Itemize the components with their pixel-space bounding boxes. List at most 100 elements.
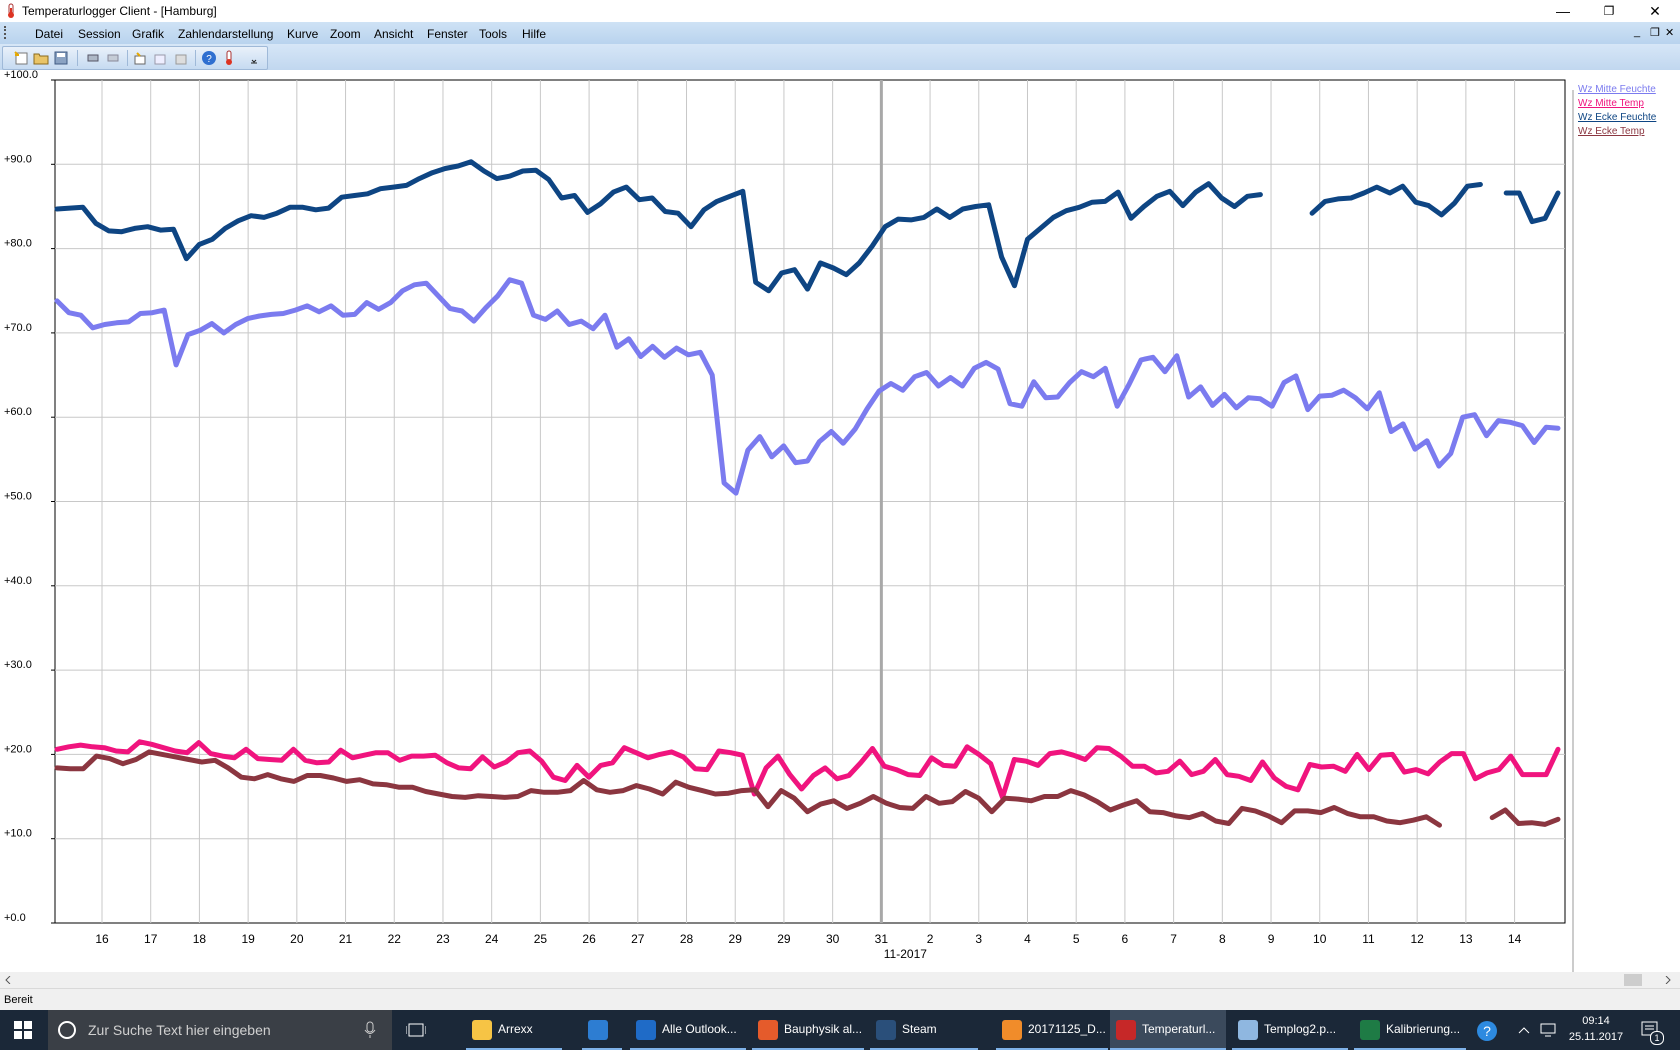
task-view-icon[interactable] <box>406 1022 426 1038</box>
close-button[interactable]: ✕ <box>1649 3 1661 19</box>
network-icon[interactable] <box>1540 1022 1556 1038</box>
y-tick-label: +40.0 <box>4 575 32 587</box>
toolbar-separator <box>195 50 196 66</box>
menu-grafik[interactable]: Grafik <box>132 27 165 41</box>
scrollbar-thumb[interactable] <box>1624 974 1642 986</box>
y-tick-label: +30.0 <box>4 659 32 671</box>
y-tick-label: +100.0 <box>4 70 38 81</box>
x-tick-label: 29 <box>729 932 743 946</box>
legend-entry: Wz Ecke Feuchte <box>1578 112 1657 123</box>
taskbar-app-indicator <box>630 1048 746 1050</box>
y-tick-label: +0.0 <box>4 912 26 924</box>
menu-fenster[interactable]: Fenster <box>427 27 468 41</box>
taskbar-app[interactable]: Kalibrierung... <box>1354 1010 1466 1050</box>
x-tick-label: 5 <box>1073 932 1080 946</box>
series-line <box>1309 182 1483 218</box>
status-bar: Bereit <box>0 988 1680 1011</box>
x-tick-label: 18 <box>193 932 207 946</box>
open-icon[interactable] <box>33 50 49 66</box>
menu-session[interactable]: Session <box>78 27 121 41</box>
windows-start-icon[interactable] <box>14 1021 32 1039</box>
toolbar: ? <box>0 44 1680 70</box>
taskbar-app[interactable]: Temperaturl... <box>1110 1010 1226 1050</box>
taskbar-app[interactable]: Templog2.p... <box>1232 1010 1348 1050</box>
x-tick-label: 10 <box>1313 932 1327 946</box>
restore-button[interactable]: ❐ <box>1603 4 1615 18</box>
taskbar-search[interactable]: Zur Suche Text hier eingeben <box>48 1010 392 1050</box>
add-curve-icon[interactable] <box>133 50 149 66</box>
x-axis-label: 11-2017 <box>884 947 927 961</box>
menu-kurve[interactable]: Kurve <box>287 27 319 41</box>
taskbar-app-indicator <box>1354 1048 1466 1050</box>
taskbar-app[interactable] <box>582 1010 622 1050</box>
toolbar-overflow-icon[interactable] <box>249 50 259 66</box>
save-icon[interactable] <box>53 50 69 66</box>
taskbar-app[interactable]: Alle Outlook... <box>630 1010 746 1050</box>
print-preview-icon[interactable] <box>105 50 121 66</box>
taskbar-app-label: 20171125_D... <box>1028 1022 1106 1036</box>
notification-center-icon[interactable]: 1 <box>1640 1019 1664 1045</box>
menu-tools[interactable]: Tools <box>479 27 508 41</box>
series-line <box>1503 190 1561 225</box>
taskbar-app[interactable]: Arrexx <box>466 1010 562 1050</box>
legend-entry: Wz Ecke Temp <box>1578 126 1645 137</box>
x-tick-label: 30 <box>826 932 840 946</box>
tray-chevron-up-icon[interactable] <box>1518 1026 1530 1034</box>
x-tick-label: 20 <box>290 932 304 946</box>
taskbar-app-label: Kalibrierung... <box>1386 1022 1461 1036</box>
taskbar-app[interactable]: 20171125_D... <box>996 1010 1108 1050</box>
menu-zoom[interactable]: Zoom <box>330 27 361 41</box>
search-placeholder: Zur Suche Text hier eingeben <box>88 1022 271 1038</box>
menu-hilfe[interactable]: Hilfe <box>522 27 547 41</box>
taskbar-app[interactable]: Steam <box>870 1010 978 1050</box>
cortana-icon <box>58 1021 76 1039</box>
menu-ansicht[interactable]: Ansicht <box>374 27 414 41</box>
x-tick-label: 26 <box>582 932 596 946</box>
series-line <box>1489 807 1561 827</box>
x-tick-label: 13 <box>1459 932 1473 946</box>
delete-curve-icon[interactable] <box>173 50 189 66</box>
horizontal-scrollbar[interactable] <box>0 972 1680 988</box>
print-icon[interactable] <box>85 50 101 66</box>
mdi-close-button[interactable]: ✕ <box>1665 27 1675 39</box>
minimize-button[interactable]: — <box>1556 3 1570 19</box>
microphone-icon[interactable] <box>364 1021 376 1039</box>
new-session-icon[interactable] <box>13 50 29 66</box>
chart-area: +0.0 +10.0 +20.0 +30.0 +40.0 +50.0 +60.0 +70.0 +… <box>0 69 1680 972</box>
x-tick-label: 12 <box>1410 932 1424 946</box>
taskbar: Zur Suche Text hier eingeben Arrexx Alle … <box>0 1010 1680 1050</box>
x-tick-label: 17 <box>144 932 158 946</box>
series-line <box>54 159 1263 294</box>
y-tick-label: +10.0 <box>4 828 32 840</box>
mdi-minimize-button[interactable]: _ <box>1634 26 1641 38</box>
temperature-chart: +0.0 +10.0 +20.0 +30.0 +40.0 +50.0 +60.0 +70.0 +… <box>4 69 1657 972</box>
clock[interactable]: 09:14 25.11.2017 <box>1560 1013 1632 1045</box>
scroll-right-icon[interactable] <box>1664 976 1672 984</box>
scroll-left-icon[interactable] <box>4 976 12 984</box>
y-tick-label: +60.0 <box>4 406 32 418</box>
thermometer-icon[interactable] <box>221 50 237 66</box>
toolbar-separator <box>77 50 78 66</box>
status-text: Bereit <box>4 994 33 1006</box>
clock-date: 25.11.2017 <box>1568 1031 1624 1043</box>
help-icon[interactable]: ? <box>201 50 217 66</box>
menu-grip[interactable] <box>4 26 8 39</box>
menu-zahlendarstellung[interactable]: Zahlendarstellung <box>178 27 274 41</box>
help-tray-icon[interactable]: ? <box>1476 1020 1498 1042</box>
clock-time: 09:14 <box>1582 1015 1610 1027</box>
copy-curve-icon[interactable] <box>153 50 169 66</box>
taskbar-app[interactable]: Bauphysik al... <box>752 1010 864 1050</box>
y-tick-label: +90.0 <box>4 153 32 165</box>
x-tick-label: 25 <box>534 932 548 946</box>
x-tick-label: 9 <box>1268 932 1275 946</box>
mdi-restore-button[interactable]: ❐ <box>1650 27 1660 39</box>
taskbar-app-indicator <box>752 1048 864 1050</box>
taskbar-app-icon <box>1238 1020 1258 1040</box>
notification-count: 1 <box>1650 1031 1664 1045</box>
y-tick-label: +70.0 <box>4 322 32 334</box>
menu-datei[interactable]: Datei <box>35 27 64 41</box>
taskbar-app-indicator <box>870 1048 978 1050</box>
legend-entry: Wz Mitte Feuchte <box>1578 84 1656 95</box>
x-tick-label: 11 <box>1362 932 1375 946</box>
x-tick-label: 27 <box>631 932 645 946</box>
